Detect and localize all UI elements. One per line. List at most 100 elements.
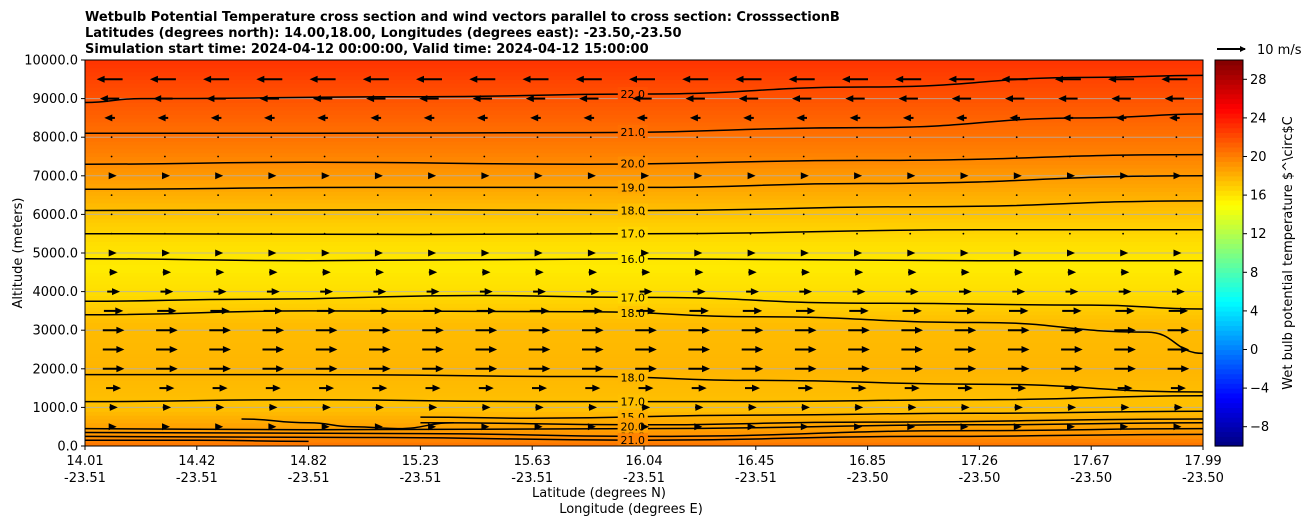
colorbar-band bbox=[1215, 84, 1243, 90]
wind-vector bbox=[696, 136, 699, 139]
y-tick-label: 4000.0 bbox=[33, 285, 79, 300]
wind-vector bbox=[529, 307, 550, 315]
wind-vector bbox=[1175, 155, 1178, 158]
wind-vector bbox=[215, 403, 225, 411]
colorbar-band bbox=[1215, 310, 1243, 317]
wind-vector bbox=[1115, 307, 1135, 315]
wind-vector bbox=[1173, 172, 1182, 180]
x-axis-label-longitude: Longitude (degrees E) bbox=[559, 502, 703, 517]
fill-band bbox=[85, 218, 1203, 223]
colorbar-band bbox=[1215, 69, 1243, 76]
wind-vector bbox=[582, 346, 604, 353]
wind-vector bbox=[1001, 75, 1028, 83]
wind-vector bbox=[962, 232, 965, 235]
fill-band bbox=[85, 353, 1203, 358]
wind-vector bbox=[849, 307, 869, 315]
wind-vector bbox=[854, 423, 863, 431]
wind-vector bbox=[426, 288, 440, 296]
wind-vector bbox=[1009, 307, 1029, 315]
wind-vector bbox=[1069, 194, 1071, 197]
colorbar-band bbox=[1215, 373, 1243, 380]
wind-vector bbox=[1069, 136, 1071, 139]
colorbar-band bbox=[1215, 291, 1243, 298]
wind-vector bbox=[842, 75, 868, 83]
colorbar-band bbox=[1215, 330, 1243, 336]
wind-vector bbox=[589, 213, 592, 216]
wind-vector bbox=[1054, 75, 1081, 83]
wind-vector bbox=[788, 75, 815, 83]
colorbar-band bbox=[1215, 151, 1243, 158]
wind-vector bbox=[217, 136, 220, 139]
wind-vector bbox=[635, 346, 657, 353]
wind-vector bbox=[695, 403, 704, 411]
x-tick-label-latitude: 14.42 bbox=[178, 454, 215, 469]
colorbar-band bbox=[1215, 161, 1243, 167]
wind-vector-layer bbox=[96, 75, 1190, 431]
contour-line-20.0 bbox=[85, 153, 1203, 165]
fill-band bbox=[85, 326, 1203, 331]
wind-vector bbox=[1014, 403, 1023, 411]
wind-vector bbox=[482, 268, 491, 276]
wind-vector bbox=[796, 114, 807, 122]
wind-vector bbox=[1122, 232, 1124, 235]
x-tick-label-latitude: 17.99 bbox=[1184, 454, 1221, 469]
wind-vector bbox=[895, 75, 922, 83]
fill-band bbox=[85, 79, 1203, 84]
colorbar-band bbox=[1215, 175, 1243, 182]
wind-vector bbox=[800, 172, 809, 180]
contour-label: 17.0 bbox=[621, 228, 646, 241]
y-tick-label: 7000.0 bbox=[33, 169, 79, 184]
contour-line-18.0 bbox=[85, 373, 1203, 393]
wind-vector bbox=[636, 307, 656, 315]
wind-vector bbox=[909, 213, 912, 216]
wind-vector bbox=[589, 136, 592, 139]
wind-vector bbox=[213, 288, 227, 296]
fill-band bbox=[85, 357, 1203, 362]
wind-vector bbox=[157, 114, 169, 122]
wind-vector bbox=[369, 365, 391, 373]
wind-vector bbox=[585, 384, 601, 392]
wind-vector bbox=[956, 114, 967, 122]
colorbar-band bbox=[1215, 354, 1243, 360]
colorbar-band bbox=[1215, 368, 1243, 375]
wind-vector bbox=[848, 346, 870, 353]
wind-vector bbox=[587, 172, 596, 180]
colorbar-band bbox=[1215, 214, 1243, 220]
colorbar-band bbox=[1215, 243, 1243, 249]
wind-vector bbox=[1118, 288, 1132, 296]
fill-band bbox=[85, 241, 1203, 246]
wind-vector bbox=[962, 155, 965, 158]
wind-vector bbox=[854, 403, 864, 411]
colorbar-tick-label: 28 bbox=[1250, 73, 1267, 88]
colorbar-band bbox=[1215, 248, 1243, 254]
x-tick-label-longitude: -23.51 bbox=[623, 471, 665, 486]
wind-vector bbox=[957, 384, 973, 392]
wind-vector bbox=[110, 155, 113, 158]
colorbar-band bbox=[1215, 190, 1243, 196]
colorbar-band bbox=[1215, 431, 1243, 437]
wind-vector bbox=[901, 365, 923, 373]
colorbar-band bbox=[1215, 421, 1243, 428]
contour-line-18.0 bbox=[85, 310, 1203, 355]
wind-vector bbox=[962, 136, 965, 139]
wind-vector bbox=[749, 194, 752, 197]
wind-vector bbox=[164, 136, 166, 139]
wind-vector bbox=[376, 136, 379, 139]
wind-vector bbox=[110, 232, 113, 235]
wind-vector bbox=[1058, 95, 1078, 103]
contour-label: 18.0 bbox=[621, 205, 646, 218]
fill-band bbox=[85, 280, 1203, 285]
wind-vector bbox=[215, 249, 224, 257]
x-tick-label-longitude: -23.50 bbox=[1070, 471, 1112, 486]
fill-band bbox=[85, 341, 1203, 347]
wind-vector bbox=[315, 326, 338, 334]
wind-vector bbox=[1111, 95, 1131, 103]
wind-vector bbox=[1014, 268, 1023, 276]
wind-vector bbox=[481, 172, 490, 180]
colorbar-tick-label: −4 bbox=[1250, 382, 1269, 397]
wind-vector bbox=[430, 155, 432, 158]
wind-vector bbox=[960, 172, 969, 180]
wind-vector bbox=[792, 95, 812, 103]
x-tick-label-latitude: 17.67 bbox=[1073, 454, 1110, 469]
wind-vector bbox=[102, 365, 125, 373]
